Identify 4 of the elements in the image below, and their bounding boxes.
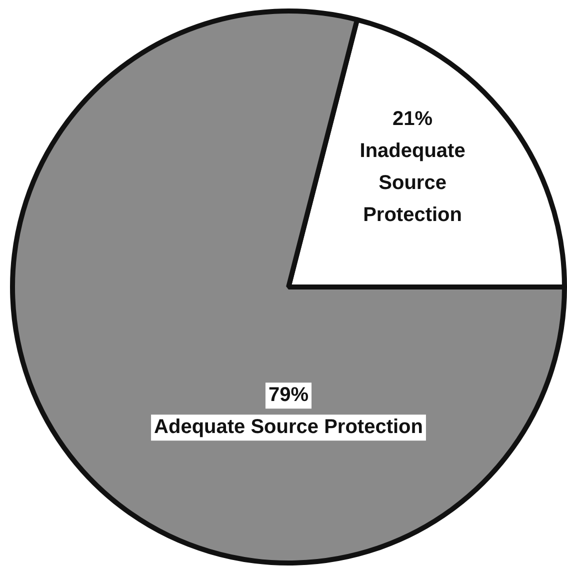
data-label: 21% — [392, 108, 433, 130]
slice-label: Adequate Source Protection — [154, 416, 423, 438]
data-label: 79% — [268, 384, 309, 406]
slice-label: Inadequate Source Protection — [360, 140, 466, 226]
